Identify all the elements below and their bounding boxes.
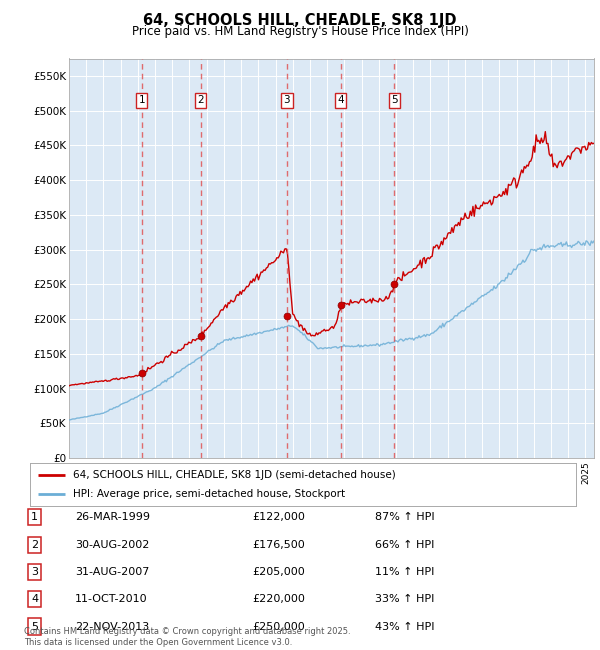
Text: 43% ↑ HPI: 43% ↑ HPI	[375, 621, 434, 632]
Text: 3: 3	[284, 96, 290, 105]
Text: 4: 4	[337, 96, 344, 105]
Text: 1: 1	[139, 96, 145, 105]
Text: 26-MAR-1999: 26-MAR-1999	[75, 512, 150, 522]
Text: £176,500: £176,500	[252, 540, 305, 550]
Text: Price paid vs. HM Land Registry's House Price Index (HPI): Price paid vs. HM Land Registry's House …	[131, 25, 469, 38]
Text: 64, SCHOOLS HILL, CHEADLE, SK8 1JD (semi-detached house): 64, SCHOOLS HILL, CHEADLE, SK8 1JD (semi…	[73, 470, 395, 480]
Text: 33% ↑ HPI: 33% ↑ HPI	[375, 594, 434, 604]
Text: 87% ↑ HPI: 87% ↑ HPI	[375, 512, 434, 522]
Text: £250,000: £250,000	[252, 621, 305, 632]
Text: 2: 2	[31, 540, 38, 550]
Text: HPI: Average price, semi-detached house, Stockport: HPI: Average price, semi-detached house,…	[73, 489, 345, 499]
Text: 11% ↑ HPI: 11% ↑ HPI	[375, 567, 434, 577]
Text: 3: 3	[31, 567, 38, 577]
Text: 5: 5	[31, 621, 38, 632]
Text: 2: 2	[197, 96, 204, 105]
Text: 11-OCT-2010: 11-OCT-2010	[75, 594, 148, 604]
Text: 66% ↑ HPI: 66% ↑ HPI	[375, 540, 434, 550]
Text: 5: 5	[391, 96, 397, 105]
Text: 22-NOV-2013: 22-NOV-2013	[75, 621, 149, 632]
Text: 4: 4	[31, 594, 38, 604]
Text: £220,000: £220,000	[252, 594, 305, 604]
Text: 64, SCHOOLS HILL, CHEADLE, SK8 1JD: 64, SCHOOLS HILL, CHEADLE, SK8 1JD	[143, 13, 457, 28]
Text: £122,000: £122,000	[252, 512, 305, 522]
Text: 30-AUG-2002: 30-AUG-2002	[75, 540, 149, 550]
Text: Contains HM Land Registry data © Crown copyright and database right 2025.
This d: Contains HM Land Registry data © Crown c…	[24, 627, 350, 647]
Text: 1: 1	[31, 512, 38, 522]
Text: £205,000: £205,000	[252, 567, 305, 577]
Text: 31-AUG-2007: 31-AUG-2007	[75, 567, 149, 577]
